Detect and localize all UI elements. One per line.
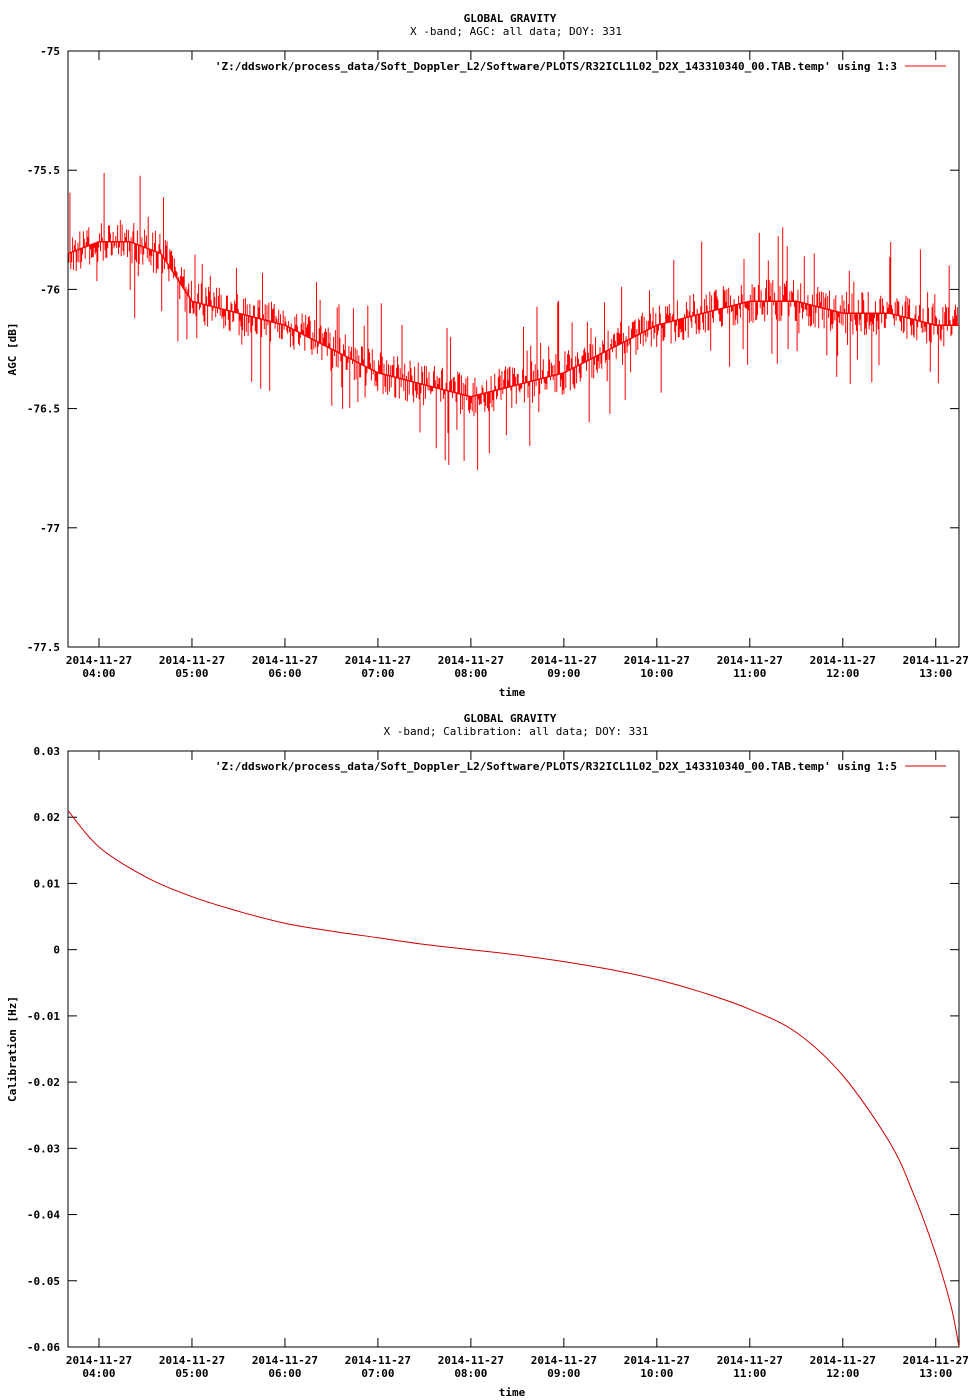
y-tick-label: -75.5 <box>27 164 60 177</box>
plot-frame <box>67 50 960 648</box>
x-axis-ticks: 2014-11-2704:002014-11-2705:002014-11-27… <box>66 51 969 680</box>
x-tick-date-label: 2014-11-27 <box>717 1354 783 1367</box>
x-tick-date-label: 2014-11-27 <box>624 1354 690 1367</box>
x-tick-time-label: 12:00 <box>826 1367 859 1380</box>
x-tick-date-label: 2014-11-27 <box>345 654 411 667</box>
chart-subtitle: X -band; Calibration: all data; DOY: 331 <box>384 725 649 738</box>
calibration-data-line <box>67 810 960 1348</box>
x-tick-time-label: 04:00 <box>82 1367 115 1380</box>
y-tick-label: -0.05 <box>27 1275 60 1288</box>
x-tick-date-label: 2014-11-27 <box>159 654 225 667</box>
y-tick-label: -0.04 <box>27 1209 60 1222</box>
x-tick-time-label: 07:00 <box>361 667 394 680</box>
x-tick-date-label: 2014-11-27 <box>66 654 132 667</box>
y-axis-ticks: -75 -75.5 -76 -76.5 -77 -77.5 <box>27 45 959 654</box>
x-tick-time-label: 09:00 <box>547 1367 580 1380</box>
x-axis-label: time <box>499 686 526 699</box>
y-tick-label: -76 <box>40 283 60 296</box>
y-tick-label: 0 <box>53 944 60 957</box>
plot-frame <box>67 750 960 1348</box>
y-tick-label: 0.03 <box>34 745 61 758</box>
x-tick-date-label: 2014-11-27 <box>810 654 876 667</box>
chart-subtitle: X -band; AGC: all data; DOY: 331 <box>410 25 622 38</box>
agc-chart: GLOBAL GRAVITY X -band; AGC: all data; D… <box>6 12 969 699</box>
y-tick-label: -0.02 <box>27 1076 60 1089</box>
x-tick-time-label: 13:00 <box>919 667 952 680</box>
x-tick-date-label: 2014-11-27 <box>810 1354 876 1367</box>
x-tick-date-label: 2014-11-27 <box>252 1354 318 1367</box>
chart-title: GLOBAL GRAVITY <box>464 712 557 725</box>
x-axis-ticks: 2014-11-2704:002014-11-2705:002014-11-27… <box>66 751 969 1380</box>
y-tick-label: -77.5 <box>27 641 60 654</box>
x-tick-time-label: 07:00 <box>361 1367 394 1380</box>
calibration-series <box>67 810 960 1348</box>
x-tick-date-label: 2014-11-27 <box>252 654 318 667</box>
x-tick-date-label: 2014-11-27 <box>159 1354 225 1367</box>
x-tick-time-label: 11:00 <box>733 667 766 680</box>
chart-title: GLOBAL GRAVITY <box>464 12 557 25</box>
y-axis-label: AGC [dB] <box>6 323 19 376</box>
y-tick-label: -0.06 <box>27 1341 60 1354</box>
calibration-chart: GLOBAL GRAVITY X -band; Calibration: all… <box>6 712 969 1399</box>
y-tick-label: 0.01 <box>34 877 61 890</box>
y-tick-label: -77 <box>40 522 60 535</box>
x-tick-time-label: 10:00 <box>640 667 673 680</box>
x-tick-time-label: 04:00 <box>82 667 115 680</box>
x-axis-label: time <box>499 1386 526 1399</box>
y-tick-label: 0.02 <box>34 811 61 824</box>
y-tick-label: -76.5 <box>27 403 60 416</box>
x-tick-date-label: 2014-11-27 <box>438 654 504 667</box>
x-tick-time-label: 09:00 <box>547 667 580 680</box>
x-tick-time-label: 13:00 <box>919 1367 952 1380</box>
x-tick-date-label: 2014-11-27 <box>624 654 690 667</box>
x-tick-time-label: 05:00 <box>175 1367 208 1380</box>
y-axis-ticks: 0.03 0.02 0.01 0 -0.01 -0.02 -0.03 -0.04 -0.05 -0… <box>27 745 959 1354</box>
agc-data-line <box>67 240 959 398</box>
x-tick-date-label: 2014-11-27 <box>531 1354 597 1367</box>
x-tick-date-label: 2014-11-27 <box>438 1354 504 1367</box>
agc-noise-line <box>68 173 958 470</box>
agc-series <box>67 173 959 470</box>
x-tick-date-label: 2014-11-27 <box>903 654 969 667</box>
x-tick-date-label: 2014-11-27 <box>717 654 783 667</box>
y-tick-label: -0.03 <box>27 1142 60 1155</box>
x-tick-date-label: 2014-11-27 <box>66 1354 132 1367</box>
x-tick-time-label: 10:00 <box>640 1367 673 1380</box>
x-tick-time-label: 11:00 <box>733 1367 766 1380</box>
legend-label: 'Z:/ddswork/process_data/Soft_Doppler_L2… <box>215 60 897 73</box>
x-tick-time-label: 06:00 <box>268 1367 301 1380</box>
legend-label: 'Z:/ddswork/process_data/Soft_Doppler_L2… <box>215 760 897 773</box>
x-tick-date-label: 2014-11-27 <box>531 654 597 667</box>
x-tick-time-label: 08:00 <box>454 1367 487 1380</box>
x-tick-date-label: 2014-11-27 <box>903 1354 969 1367</box>
x-tick-time-label: 12:00 <box>826 667 859 680</box>
y-tick-label: -0.01 <box>27 1010 60 1023</box>
y-axis-label: Calibration [Hz] <box>6 996 19 1102</box>
x-tick-time-label: 06:00 <box>268 667 301 680</box>
x-tick-time-label: 05:00 <box>175 667 208 680</box>
x-tick-time-label: 08:00 <box>454 667 487 680</box>
x-tick-date-label: 2014-11-27 <box>345 1354 411 1367</box>
y-tick-label: -75 <box>40 45 60 58</box>
